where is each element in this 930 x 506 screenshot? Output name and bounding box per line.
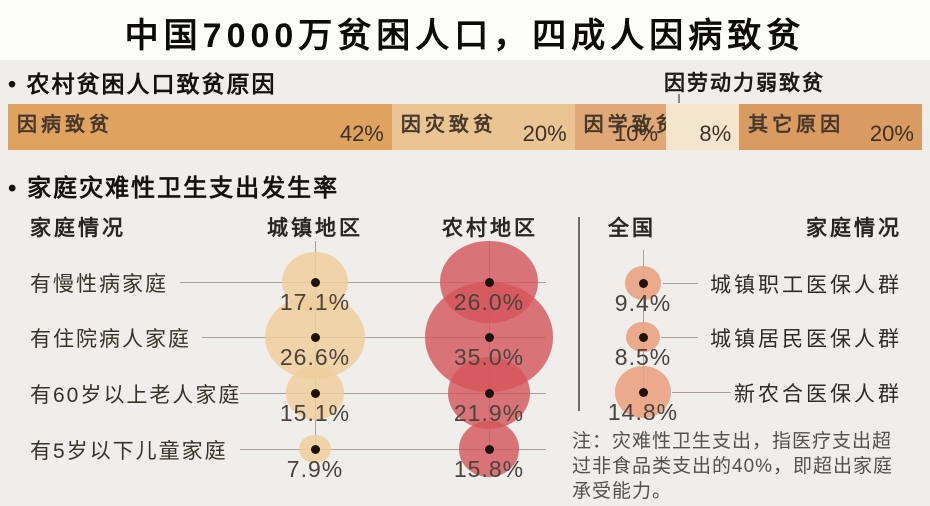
column-header-family-right: 家庭情况 [806, 217, 902, 240]
national-column-line [643, 250, 644, 392]
family-row-label: 有慢性病家庭 [30, 273, 168, 296]
family-row-label: 有60岁以上老人家庭 [30, 384, 242, 407]
national-connector-line [672, 392, 731, 393]
bar-segment-2: 因灾致贫 20% [391, 104, 575, 150]
section2-heading: • 家庭灾难性卫生支出发生率 [8, 168, 339, 203]
bar-segment-value: 10% [614, 121, 659, 146]
national-connector-line [661, 337, 698, 338]
national-connector-line [663, 283, 698, 284]
urban-value-label: 7.9% [286, 456, 344, 482]
stacked-bar: 因病致贫 42% 因灾致贫 20% 因学致贫 10% 8% 其它原因 20% [8, 104, 922, 150]
urban-data-dot [310, 388, 320, 398]
urban-data-dot [310, 332, 320, 342]
footnote: 注：灾难性卫生支出，指医疗支出超 过非食品类支出的40%，即超出家庭 承受能力。 [572, 429, 928, 504]
page-title: 中国7000万贫困人口，四成人因病致贫 [124, 17, 806, 55]
urban-data-dot [310, 444, 320, 454]
row-connector-line [202, 337, 546, 338]
rural-data-dot [484, 277, 494, 287]
national-value-label: 9.4% [614, 290, 672, 316]
bar-segment-4: 8% [666, 104, 740, 150]
national-data-dot [638, 332, 648, 342]
family-row-label: 有5岁以下儿童家庭 [30, 440, 228, 463]
row-connector-line [240, 393, 546, 394]
bullet-icon: • [8, 175, 19, 202]
column-header-national: 全国 [608, 217, 656, 240]
national-data-dot [638, 387, 648, 397]
bar-segment-value: 42% [339, 121, 384, 146]
family-row-label: 有住院病人家庭 [30, 328, 191, 351]
urban-value-label: 26.6% [279, 344, 351, 370]
column-header-rural: 农村地区 [442, 217, 538, 240]
rural-value-label: 35.0% [453, 344, 525, 370]
rural-value-label: 21.9% [453, 400, 525, 426]
national-data-dot [638, 278, 648, 288]
rural-value-label: 26.0% [453, 289, 525, 315]
bar-segment-value: 20% [522, 121, 567, 146]
national-value-label: 8.5% [614, 344, 672, 370]
insurance-group-label: 城镇职工医保人群 [710, 274, 902, 297]
bar-segment-value: 8% [699, 121, 732, 146]
column-header-urban: 城镇地区 [267, 217, 363, 240]
rural-data-dot [484, 332, 494, 342]
column-header-family-left: 家庭情况 [30, 217, 126, 240]
bar-segment-label: 因学致贫 [583, 114, 680, 136]
rural-value-label: 15.8% [453, 456, 525, 482]
section1-heading-text: 农村贫困人口致贫原因 [26, 71, 277, 97]
national-value-label: 14.8% [607, 399, 679, 425]
insurance-group-label: 城镇居民医保人群 [710, 328, 902, 351]
insurance-group-label: 新农合医保人群 [734, 383, 902, 406]
bar-segment-label: 其它原因 [748, 114, 845, 136]
bar-segment-1: 因病致贫 42% [8, 104, 392, 150]
content-area: • 农村贫困人口致贫原因 因劳动力弱致贫 因病致贫 42% 因灾致贫 20% 因学致贫 1… [0, 60, 930, 506]
urban-value-label: 17.1% [279, 289, 351, 315]
bar-segment-5: 其它原因 20% [739, 104, 922, 150]
bullet-icon: • [8, 71, 19, 97]
footnote-line: 过非食品类支出的40%，即超出家庭 [572, 456, 894, 477]
bar-segment-3: 因学致贫 10% [574, 104, 676, 150]
section2-heading-text: 家庭灾难性卫生支出发生率 [27, 175, 340, 202]
row-connector-line [240, 449, 546, 450]
vertical-divider [578, 217, 580, 411]
bar-segment-value: 20% [869, 121, 914, 146]
bar-segment-label: 因灾致贫 [400, 114, 497, 136]
callout-tick-mark [678, 94, 680, 103]
row-connector-line [180, 282, 546, 283]
footnote-line: 注：灾难性卫生支出，指医疗支出超 [572, 431, 893, 452]
labor-weak-callout-label: 因劳动力弱致贫 [664, 72, 825, 95]
bar-segment-label: 因病致贫 [17, 114, 113, 136]
urban-data-dot [310, 277, 320, 287]
urban-value-label: 15.1% [279, 400, 351, 426]
rural-data-dot [484, 444, 494, 454]
section1-heading: • 农村贫困人口致贫原因 [8, 65, 276, 99]
rural-data-dot [484, 388, 494, 398]
footnote-line: 承受能力。 [572, 481, 673, 502]
